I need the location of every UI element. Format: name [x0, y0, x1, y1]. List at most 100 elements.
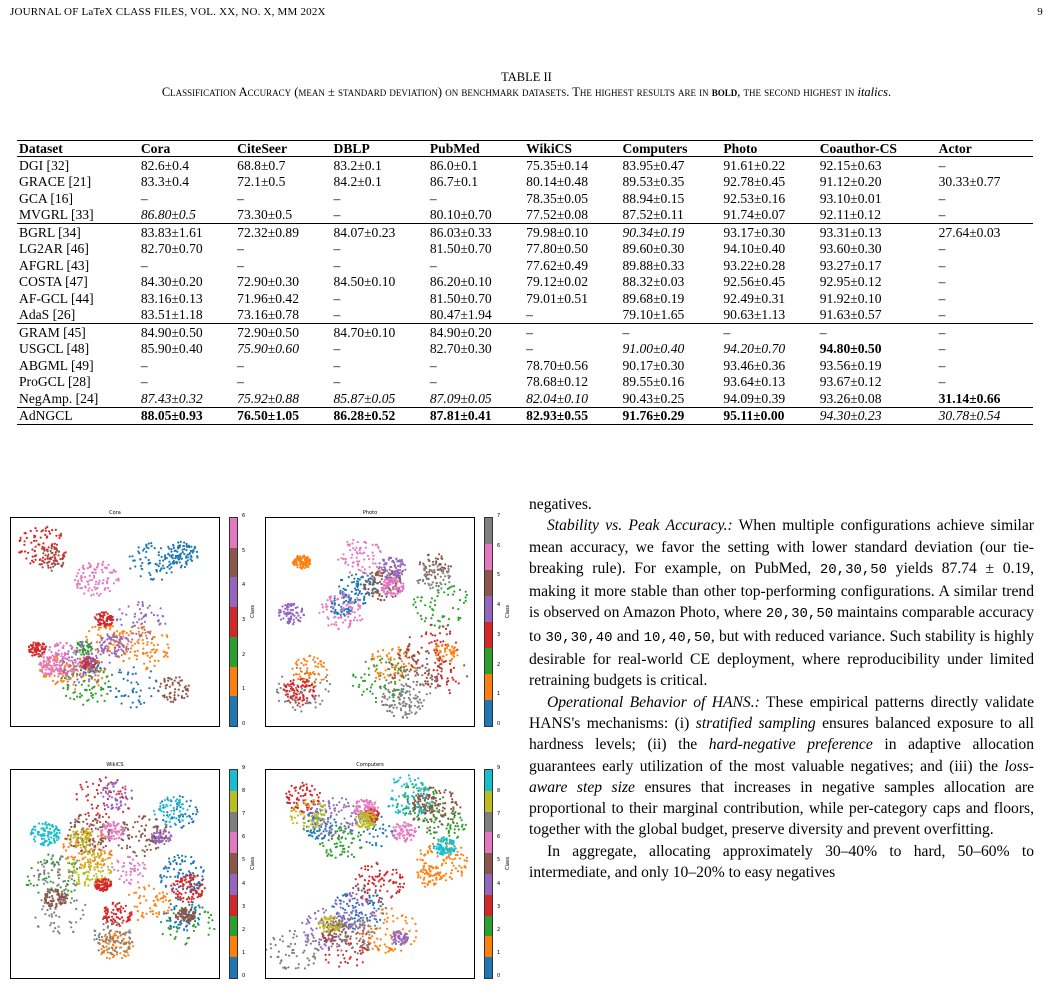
scatter-point	[159, 831, 162, 834]
scatter-point	[388, 576, 391, 579]
scatter-point	[156, 915, 159, 918]
scatter-point	[131, 868, 134, 871]
scatter-point	[178, 820, 181, 824]
scatter-point	[407, 673, 410, 676]
scatter-point	[385, 654, 388, 657]
accuracy-cell: –	[526, 341, 533, 357]
scatter-point	[326, 674, 329, 677]
scatter-point	[352, 561, 355, 564]
scatter-point	[356, 541, 359, 544]
accuracy-cell: 90.34±0.19	[620, 223, 722, 241]
scatter-point	[195, 550, 199, 553]
scatter-point	[422, 578, 425, 581]
scatter-point	[303, 563, 306, 566]
scatter-point	[156, 830, 159, 833]
scatter-point	[378, 549, 382, 552]
scatter-point	[346, 610, 349, 613]
scatter-point	[32, 539, 36, 542]
scatter-point	[180, 893, 183, 896]
scatter-point	[120, 653, 123, 657]
scatter-point	[28, 650, 31, 654]
scatter-point	[453, 590, 456, 593]
scatter-points	[25, 776, 216, 960]
scatter-point	[294, 662, 298, 665]
scatter-point	[106, 675, 109, 678]
accuracy-cell: 80.47±1.94	[429, 307, 492, 323]
scatter-point	[425, 578, 428, 581]
scatter-point	[53, 670, 56, 673]
scatter-point	[152, 636, 155, 639]
scatter-point	[309, 702, 312, 705]
scatter-point	[179, 540, 182, 543]
plot-area	[10, 769, 220, 979]
scatter-point	[186, 559, 189, 562]
scatter-point	[115, 695, 118, 699]
scatter-point	[408, 670, 411, 673]
scatter-point	[138, 864, 141, 867]
accuracy-cell: 86.28±0.52	[331, 406, 428, 425]
scatter-point	[398, 559, 401, 562]
scatter-point	[394, 682, 397, 685]
scatter-point	[425, 676, 428, 679]
scatter-point	[432, 571, 435, 574]
scatter-point	[314, 694, 317, 697]
plot-title: WikiCS	[106, 762, 124, 768]
scatter-point	[64, 901, 67, 905]
scatter-point	[116, 859, 119, 862]
scatter-point	[117, 648, 120, 651]
scatter-point	[283, 700, 287, 703]
scatter-point	[70, 897, 73, 900]
scatter-point	[396, 564, 400, 568]
scatter-point	[58, 894, 61, 897]
scatter-point	[168, 567, 171, 570]
scatter-point	[180, 696, 183, 699]
scatter-point	[201, 883, 204, 886]
scatter-point	[122, 821, 125, 824]
scatter-point	[98, 855, 102, 858]
scatter-point	[423, 620, 426, 623]
accuracy-cell: 94.20±0.70	[723, 341, 786, 357]
scatter-point	[373, 579, 376, 582]
scatter-point	[102, 671, 105, 674]
accuracy-cell: 79.98±0.10	[524, 223, 621, 241]
scatter-point	[99, 619, 102, 622]
scatter-point	[104, 824, 107, 827]
scatter-point	[94, 692, 97, 695]
scatter-point	[96, 819, 99, 822]
scatter-point	[95, 580, 98, 583]
scatter-point	[141, 832, 144, 835]
scatter-point	[122, 810, 125, 813]
scatter-point	[113, 640, 116, 643]
scatter-point	[80, 653, 83, 656]
scatter-point	[140, 633, 143, 636]
scatter-point	[153, 659, 156, 662]
scatter-point	[61, 657, 64, 660]
scatter-point	[291, 609, 294, 612]
scatter-point	[95, 855, 98, 859]
scatter-point	[38, 643, 42, 646]
scatter-point	[326, 616, 329, 619]
scatter-point	[322, 678, 325, 681]
scatter-point	[48, 645, 52, 649]
scatter-point	[302, 698, 306, 701]
scatter-point	[103, 886, 106, 889]
scatter-point	[34, 535, 37, 538]
scatter-point	[408, 636, 411, 639]
scatter-point	[99, 841, 103, 844]
scatter-point	[51, 529, 54, 532]
scatter-point	[133, 905, 136, 908]
scatter-point	[353, 616, 357, 619]
scatter-point	[130, 641, 133, 644]
scatter-point	[86, 649, 89, 652]
scatter-point	[165, 867, 168, 870]
colorbar-segment	[485, 570, 492, 596]
scatter-point	[106, 587, 110, 590]
scatter-point	[94, 568, 97, 571]
scatter-point	[188, 917, 191, 920]
scatter-point	[190, 550, 193, 553]
scatter-point	[113, 949, 117, 953]
scatter-point	[301, 565, 305, 568]
scatter-point	[39, 670, 42, 673]
scatter-point	[139, 835, 142, 838]
scatter-point	[431, 563, 434, 566]
